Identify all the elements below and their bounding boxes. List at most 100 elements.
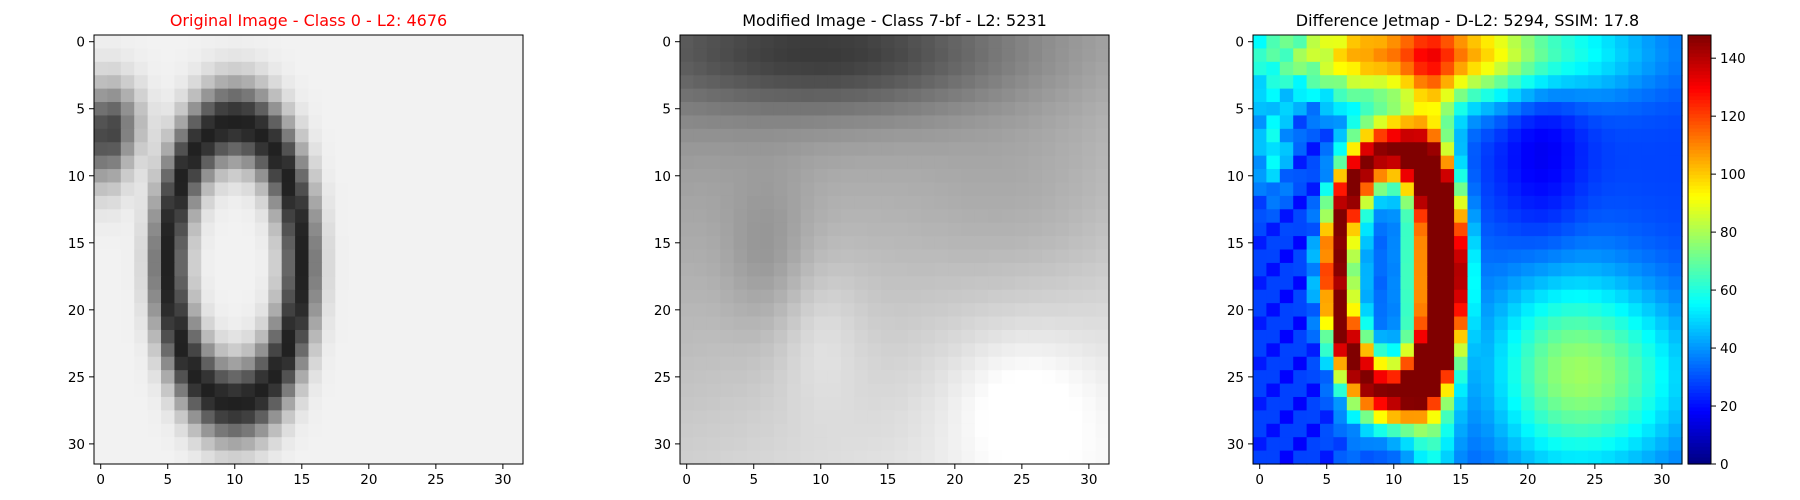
- heatmap-cell: [362, 115, 377, 130]
- heatmap-cell: [1601, 343, 1616, 358]
- heatmap-cell: [787, 370, 802, 385]
- heatmap-cell: [1574, 356, 1589, 371]
- heatmap-cell: [800, 249, 815, 264]
- heatmap-cell: [921, 182, 936, 197]
- heatmap-cell: [1467, 155, 1482, 170]
- heatmap-cell: [773, 142, 788, 157]
- heatmap-cell: [934, 169, 949, 184]
- heatmap-cell: [680, 249, 695, 264]
- heatmap-cell: [693, 262, 708, 277]
- heatmap-cell: [1507, 410, 1522, 425]
- heatmap-cell: [733, 329, 748, 344]
- heatmap-cell: [482, 61, 497, 76]
- heatmap-cell: [496, 155, 511, 170]
- heatmap-cell: [161, 128, 176, 143]
- heatmap-cell: [429, 115, 444, 130]
- heatmap-cell: [867, 356, 882, 371]
- heatmap-cell: [1293, 61, 1308, 76]
- heatmap-cell: [1534, 222, 1549, 237]
- heatmap-cell: [1494, 155, 1509, 170]
- heatmap-cell: [375, 115, 390, 130]
- heatmap-cell: [1547, 249, 1562, 264]
- heatmap-cell: [854, 383, 869, 398]
- heatmap-cell: [1068, 262, 1083, 277]
- heatmap-cell: [1561, 75, 1576, 90]
- heatmap-cell: [94, 222, 109, 237]
- heatmap-cell: [415, 195, 430, 210]
- heatmap-cell: [706, 450, 721, 465]
- heatmap-cell: [268, 48, 283, 63]
- heatmap-cell: [680, 128, 695, 143]
- heatmap-cell: [134, 289, 149, 304]
- heatmap-cell: [1588, 450, 1603, 465]
- heatmap-cell: [214, 222, 229, 237]
- heatmap-cell: [894, 383, 909, 398]
- heatmap-cell: [509, 222, 524, 237]
- heatmap-cell: [1400, 115, 1415, 130]
- heatmap-cell: [1068, 182, 1083, 197]
- heatmap-cell: [881, 303, 896, 318]
- heatmap-cell: [120, 276, 135, 291]
- colorbar-segment: [1688, 131, 1711, 136]
- heatmap-cell: [161, 276, 176, 291]
- heatmap-cell: [388, 450, 403, 465]
- heatmap-cell: [881, 383, 896, 398]
- heatmap-cell: [747, 142, 762, 157]
- colorbar-segment: [1688, 170, 1711, 176]
- heatmap-cell: [894, 396, 909, 411]
- colorbar-segment: [1688, 42, 1711, 47]
- heatmap-cell: [706, 155, 721, 170]
- heatmap-cell: [469, 437, 484, 452]
- heatmap-cell: [1454, 222, 1469, 237]
- heatmap-cell: [1574, 61, 1589, 76]
- heatmap-cell: [1507, 249, 1522, 264]
- heatmap-cell: [281, 262, 296, 277]
- heatmap-cell: [988, 222, 1003, 237]
- heatmap-cell: [1266, 209, 1281, 224]
- y-tick-label: 10: [68, 169, 85, 185]
- heatmap-cell: [921, 262, 936, 277]
- heatmap-cell: [827, 262, 842, 277]
- y-tick-label: 5: [76, 102, 85, 118]
- heatmap-cell: [934, 450, 949, 465]
- heatmap-cell: [907, 61, 922, 76]
- heatmap-cell: [1668, 383, 1683, 398]
- heatmap-cell: [1055, 343, 1070, 358]
- heatmap-cell: [1641, 303, 1656, 318]
- heatmap-cell: [429, 236, 444, 251]
- heatmap-cell: [295, 48, 310, 63]
- heatmap-cell: [747, 61, 762, 76]
- heatmap-cell: [1614, 115, 1629, 130]
- heatmap-cell: [1494, 182, 1509, 197]
- heatmap-cell: [482, 182, 497, 197]
- heatmap-cell: [988, 276, 1003, 291]
- heatmap-cell: [1534, 115, 1549, 130]
- heatmap-cell: [362, 88, 377, 103]
- heatmap-cell: [1041, 249, 1056, 264]
- heatmap-cell: [281, 102, 296, 117]
- heatmap-cell: [733, 303, 748, 318]
- heatmap-cell: [894, 61, 909, 76]
- heatmap-cell: [854, 48, 869, 63]
- heatmap-cell: [693, 450, 708, 465]
- heatmap-cell: [187, 88, 202, 103]
- heatmap-cell: [187, 35, 202, 50]
- heatmap-cell: [1574, 102, 1589, 117]
- heatmap-cell: [214, 370, 229, 385]
- heatmap-cell: [442, 423, 457, 438]
- heatmap-cell: [1400, 236, 1415, 251]
- heatmap-cell: [335, 35, 350, 50]
- heatmap-cell: [321, 115, 336, 130]
- heatmap-cell: [1306, 88, 1321, 103]
- heatmap-cell: [854, 222, 869, 237]
- heatmap-cell: [281, 396, 296, 411]
- heatmap-cell: [496, 370, 511, 385]
- heatmap-cell: [214, 262, 229, 277]
- heatmap-cell: [988, 142, 1003, 157]
- colorbar-segment: [1688, 242, 1711, 247]
- heatmap-cell: [1534, 396, 1549, 411]
- heatmap-cell: [1068, 155, 1083, 170]
- heatmap-cell: [268, 329, 283, 344]
- heatmap-cell: [94, 343, 109, 358]
- heatmap-cell: [827, 437, 842, 452]
